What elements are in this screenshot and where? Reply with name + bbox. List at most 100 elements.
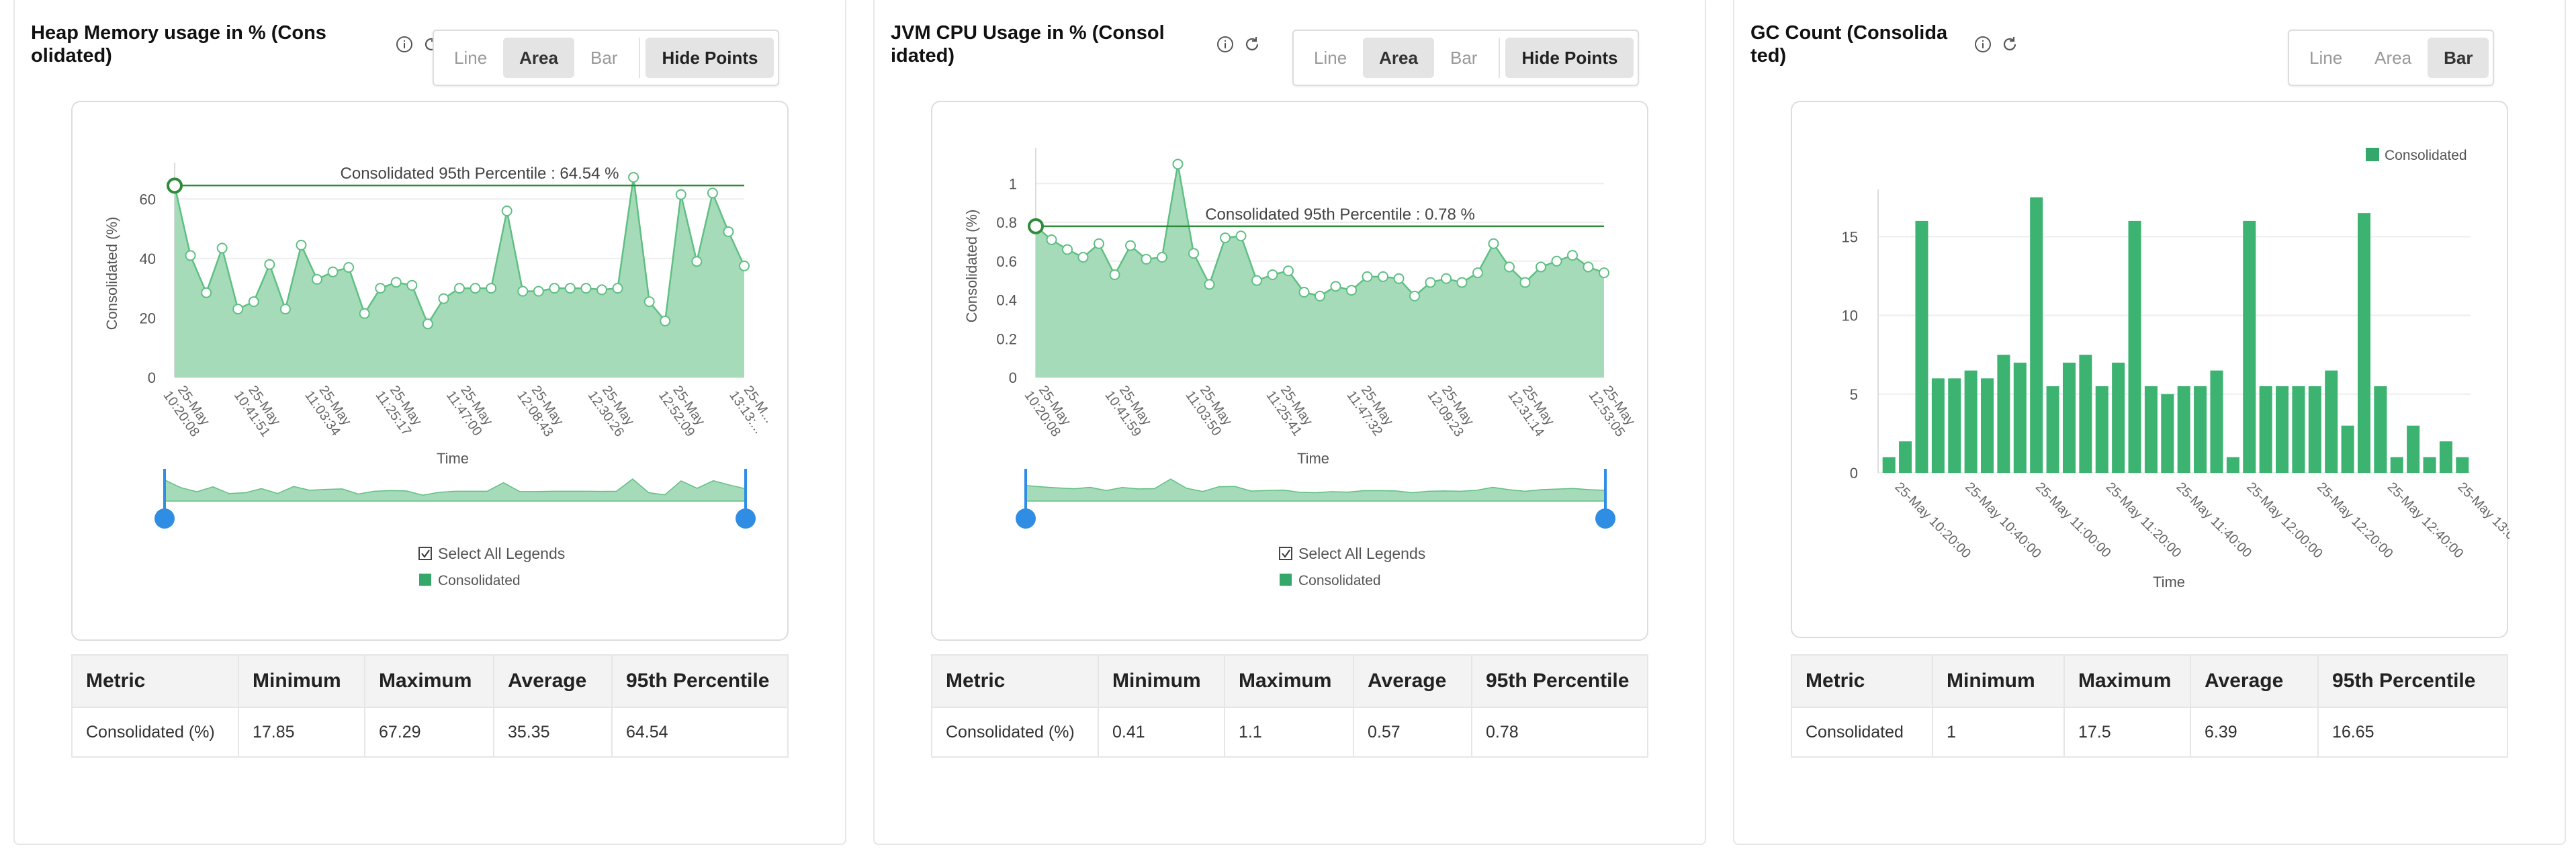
- data-point: [327, 266, 339, 277]
- column-header: Average: [1353, 654, 1472, 708]
- data-point: [1125, 240, 1136, 251]
- bar: [2276, 386, 2289, 473]
- y-tick-label: 0: [1850, 465, 1858, 482]
- info-icon[interactable]: [395, 35, 414, 54]
- bar: [1981, 378, 1994, 473]
- data-point: [675, 189, 686, 200]
- table-cell: 1.1: [1224, 707, 1354, 758]
- bar: [2456, 457, 2469, 473]
- column-header: Average: [493, 654, 613, 708]
- data-point: [691, 256, 703, 267]
- column-header: Minimum: [1098, 654, 1225, 708]
- mode-bar-button[interactable]: Bar: [590, 47, 618, 68]
- mode-line-button[interactable]: Line: [1314, 47, 1347, 68]
- column-header: Minimum: [1932, 654, 2065, 708]
- data-point: [1504, 261, 1515, 273]
- data-point: [1378, 271, 1388, 282]
- data-point: [375, 283, 386, 294]
- data-point: [517, 285, 529, 297]
- data-point: [1046, 234, 1057, 246]
- bar: [2161, 394, 2174, 473]
- data-point: [1330, 281, 1341, 292]
- bar: [2210, 370, 2223, 473]
- data-point: [279, 304, 291, 315]
- data-point: [185, 250, 196, 261]
- y-axis-label: Consolidated (%): [103, 217, 120, 330]
- data-point: [248, 296, 259, 308]
- mode-line-button[interactable]: Line: [454, 47, 488, 68]
- hide-points-button[interactable]: Hide Points: [1505, 38, 1634, 78]
- data-point: [406, 279, 418, 291]
- title-line: JVM CPU Usage in % (Consol: [891, 22, 1165, 44]
- table-cell: 0.41: [1098, 707, 1225, 758]
- data-point: [232, 304, 244, 315]
- data-point: [216, 242, 228, 254]
- select-all-checkbox: [1279, 547, 1292, 560]
- bar: [2407, 425, 2420, 473]
- data-point: [1583, 261, 1594, 273]
- data-point: [438, 293, 449, 304]
- y-tick-label: 40: [140, 251, 156, 267]
- data-point: [1519, 277, 1531, 288]
- mode-area-button[interactable]: Area: [1363, 38, 1434, 78]
- data-point: [1488, 238, 1499, 249]
- navigator-handle: [1016, 508, 1036, 529]
- column-header: Metric: [931, 654, 1099, 708]
- mode-line-button[interactable]: Line: [2309, 47, 2343, 68]
- data-point: [359, 308, 370, 319]
- bar: [2390, 457, 2403, 473]
- table-cell: 0.78: [1471, 707, 1648, 758]
- bar: [1899, 441, 1912, 473]
- mode-area-button[interactable]: Area: [2374, 47, 2412, 68]
- data-point: [1235, 230, 1247, 242]
- info-icon[interactable]: [1216, 35, 1235, 54]
- chart-mode-toggle: Line Area Bar Hide Points: [433, 30, 780, 86]
- bar: [2128, 220, 2141, 473]
- data-point: [312, 273, 322, 285]
- x-axis-label: Time: [2153, 574, 2185, 590]
- mode-bar-button[interactable]: Bar: [2428, 38, 2489, 78]
- table-row: Consolidated 1 17.5 6.39 16.65: [1791, 707, 2508, 758]
- column-header: 95th Percentile: [2317, 654, 2508, 708]
- info-icon[interactable]: [1973, 35, 1992, 54]
- legend-swatch: [1280, 574, 1292, 586]
- x-tick-label: 25-May 12:40:00: [2385, 480, 2467, 562]
- bar: [2243, 220, 2256, 473]
- data-point: [739, 260, 750, 271]
- hide-points-button[interactable]: Hide Points: [646, 38, 774, 78]
- refresh-icon[interactable]: [2000, 35, 2019, 54]
- x-tick-label: 25-May 12:00:00: [2244, 480, 2325, 562]
- data-point: [1599, 267, 1609, 279]
- gc-count-panel: GC Count (Consolida ted) Line Area Bar 0…: [1733, 0, 2566, 845]
- data-point: [1551, 255, 1562, 267]
- chart-container: 0 20 40 60 Consolidated (%) Consolidated 95th…: [71, 101, 789, 641]
- jvm-cpu-panel: JVM CPU Usage in % (Consol idated) Line …: [873, 0, 1706, 845]
- data-point: [660, 315, 671, 326]
- select-all-legends: Select All Legends: [1298, 545, 1425, 562]
- data-point: [1567, 250, 1578, 261]
- mode-bar-button[interactable]: Bar: [1450, 47, 1478, 68]
- data-point: [470, 283, 481, 294]
- stats-table: Metric Minimum Maximum Average 95th Perc…: [931, 654, 1648, 758]
- column-header: Metric: [1791, 654, 1933, 708]
- data-point: [1393, 273, 1405, 284]
- bar: [2357, 213, 2370, 473]
- column-header: Metric: [71, 654, 239, 708]
- series-area: [175, 177, 744, 377]
- divider: [1499, 38, 1501, 78]
- bar: [1915, 220, 1928, 473]
- data-point: [564, 283, 576, 294]
- table-header-row: Metric Minimum Maximum Average 95th Perc…: [71, 654, 789, 708]
- column-header: Maximum: [364, 654, 494, 708]
- legend-swatch: [419, 574, 431, 586]
- data-point: [1346, 285, 1357, 296]
- refresh-icon[interactable]: [1243, 35, 1261, 54]
- mode-area-button[interactable]: Area: [503, 38, 574, 78]
